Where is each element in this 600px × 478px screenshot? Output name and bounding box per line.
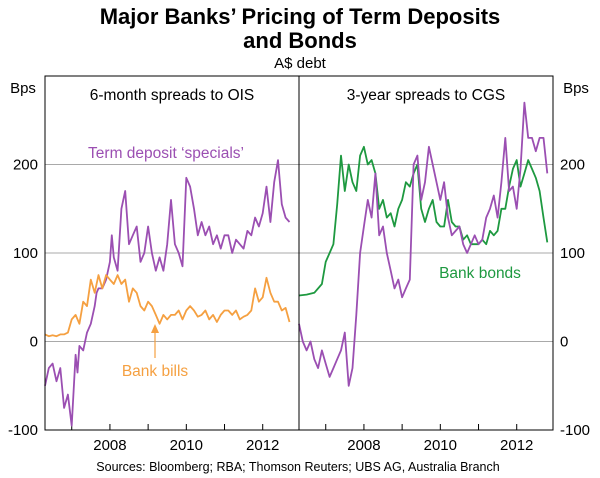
- chart-title-line2: and Bonds: [243, 28, 357, 53]
- x-tick-label-0-2008: 2008: [93, 437, 126, 454]
- y-tick-right-0: 0: [560, 334, 568, 351]
- source-note: Sources: Bloomberg; RBA; Thomson Reuters…: [96, 460, 499, 474]
- bank-bills-arrow-head: [151, 324, 159, 333]
- series-label-term-deposit-specials: Term deposit ‘specials’: [88, 145, 244, 162]
- series-line-1-1: [298, 101, 549, 387]
- series-label-bank-bonds: Bank bonds: [439, 265, 521, 282]
- chart-subtitle: A$ debt: [274, 55, 327, 72]
- y-tick-right-200: 200: [560, 157, 585, 174]
- y-tick-right--100: -100: [560, 422, 590, 439]
- x-axis-ticks: 2008 2010 2012 2008 2010 2012: [71, 424, 533, 454]
- series-lines: [44, 101, 549, 427]
- y-tick-left-100: 100: [13, 245, 38, 262]
- x-tick-label-0-2012: 2012: [246, 437, 279, 454]
- y-tick-left--100: -100: [8, 422, 38, 439]
- y-tick-labels: -100 -100 0 0 100 100 200 200: [8, 157, 590, 440]
- series-label-bank-bills: Bank bills: [122, 363, 189, 380]
- y-axis-label-left: Bps: [10, 80, 36, 97]
- series-line-0-1: [44, 274, 291, 338]
- y-tick-left-0: 0: [30, 334, 38, 351]
- x-tick-label-0-2010: 2010: [170, 437, 203, 454]
- series-line-1-0: [298, 145, 549, 297]
- x-tick-label-1-2008: 2008: [347, 437, 380, 454]
- panel-title-left: 6-month spreads to OIS: [90, 87, 255, 104]
- series-line-0-0: [44, 159, 291, 427]
- panel-title-right: 3-year spreads to CGS: [347, 87, 506, 104]
- x-tick-label-1-2010: 2010: [424, 437, 457, 454]
- y-axis-label-right: Bps: [563, 80, 589, 97]
- y-tick-left-200: 200: [13, 157, 38, 174]
- chart-title-line1: Major Banks’ Pricing of Term Deposits: [100, 4, 501, 29]
- y-tick-right-100: 100: [560, 245, 585, 262]
- x-tick-label-1-2012: 2012: [500, 437, 533, 454]
